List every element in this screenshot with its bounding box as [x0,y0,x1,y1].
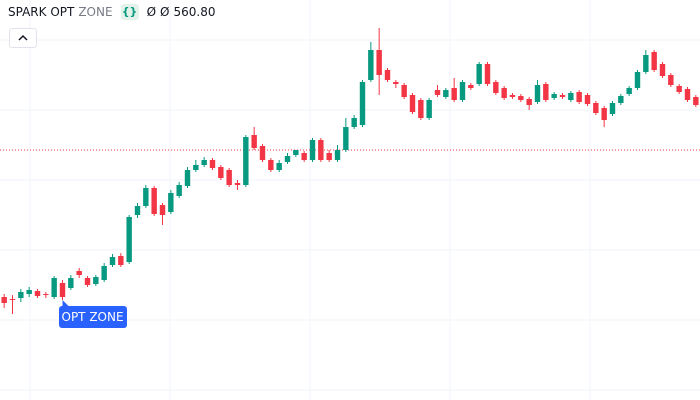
candle-body [334,150,341,160]
candle-body [576,92,582,102]
candle-body [159,205,166,215]
candle-body [76,271,82,275]
candle-body [9,299,16,300]
candle-body [351,118,357,127]
candle-body [568,93,574,100]
candle-body [668,75,674,85]
candle-body [143,188,149,206]
candle-body [51,278,57,297]
candle-body [484,64,491,84]
candle-body [401,85,407,97]
candle-body [243,137,249,185]
candle-body [559,95,566,97]
legend-value: Ø [160,5,170,19]
candle-body [376,50,382,75]
candle-body [543,84,549,100]
candle-body [426,100,432,118]
candle-body [493,82,499,93]
candle-body [126,217,132,262]
candle-body [501,88,507,98]
candle-body [234,183,241,185]
candle-body [218,167,224,178]
annotation-label: OPT ZONE [58,306,127,328]
candle-body [609,103,616,114]
symbol-suffix: ZONE [78,5,113,19]
legend-value: Ø [146,5,157,19]
candle-body [134,206,141,215]
candle-body [551,94,557,98]
candle-body [676,86,682,92]
legend-value: 560.80 [173,5,216,19]
candle-body [309,140,316,160]
candle-body [43,294,49,295]
candle-body [601,108,607,120]
header: SPARK OPT ZONE {} Ø Ø 560.80 [8,4,215,20]
candle-body [359,82,366,125]
candle-body [418,100,424,118]
candle-body [193,165,199,170]
symbol: SPARK OPT [8,5,75,19]
candle-body [651,52,657,70]
chevron-icon [18,34,28,41]
candle-body [34,291,41,296]
candle-body [301,153,307,160]
candle-body [276,163,282,170]
candle-body [684,89,691,100]
collapse-button[interactable] [9,28,37,48]
candle-body [26,290,32,294]
candle-body [634,72,641,88]
candle-body [618,96,624,103]
candle-body [209,160,216,168]
candle-body [693,97,699,105]
candle-body [226,170,232,185]
candle-body [643,55,649,72]
candle-body [443,90,449,97]
candle-body [1,297,7,303]
candle-body [101,266,107,280]
candle-body [626,88,632,94]
candle-body [259,146,266,160]
candle-body [18,292,24,298]
candle-body [468,85,474,88]
candle-body [393,82,399,84]
candle-body [584,95,591,104]
candle-body [459,82,466,100]
candle-body [659,64,666,76]
candle-body [409,95,416,112]
candle-body [118,256,124,265]
candle-body [518,96,524,100]
candle-body [251,135,257,148]
candle-body [84,278,91,285]
candle-body [534,85,541,102]
candle-body [526,99,532,105]
candle-body [451,88,457,100]
candle-body [593,103,599,113]
candle-body [368,50,374,80]
candle-body [168,193,174,212]
candle-body [151,188,157,214]
candle-body [176,185,182,196]
candle-body [476,64,482,84]
candle-body [384,70,391,80]
candle-body [109,257,116,265]
candle-body [68,278,74,288]
candle-body [326,153,332,160]
candle-body [343,127,349,150]
candle-body [284,156,291,162]
candle-body [293,150,299,155]
candle-body [509,95,516,97]
candle-body [268,160,274,170]
candle-body [59,283,66,297]
candle-body [434,90,441,95]
candle-body [184,170,191,186]
candle-body [201,160,207,165]
script-icon[interactable]: {} [120,4,139,20]
candle-body [318,140,324,160]
candle-body [93,277,99,284]
